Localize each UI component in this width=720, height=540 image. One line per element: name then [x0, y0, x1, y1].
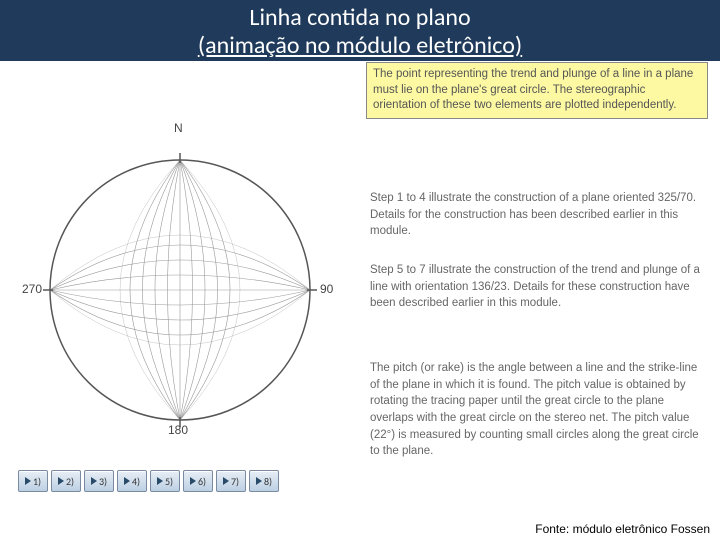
paragraph-pitch: The pitch (or rake) is the angle between…	[370, 360, 708, 460]
label-south: 180	[168, 423, 188, 437]
play-icon	[223, 477, 229, 485]
step-button-8[interactable]: 8)	[249, 470, 279, 492]
source-footer: Fonte: módulo eletrônico Fossen	[535, 522, 710, 536]
highlight-note: The point representing the trend and plu…	[366, 62, 708, 119]
play-icon	[157, 477, 163, 485]
slide-header: Linha contida no plano (animação no módu…	[0, 0, 720, 61]
label-west: 270	[22, 282, 42, 296]
paragraph-step1-4: Step 1 to 4 illustrate the construction …	[370, 190, 708, 240]
play-icon	[91, 477, 97, 485]
step-button-1[interactable]: 1)	[18, 470, 48, 492]
step-button-5[interactable]: 5)	[150, 470, 180, 492]
label-east: 90	[320, 282, 333, 296]
play-icon	[25, 477, 31, 485]
play-icon	[256, 477, 262, 485]
paragraph-step5-7: Step 5 to 7 illustrate the construction …	[370, 262, 708, 312]
step-button-2[interactable]: 2)	[51, 470, 81, 492]
label-north: N	[174, 121, 183, 135]
animation-step-buttons: 1) 2) 3) 4) 5) 6) 7) 8)	[18, 470, 279, 492]
step-button-7[interactable]: 7)	[216, 470, 246, 492]
step-button-3[interactable]: 3)	[84, 470, 114, 492]
step-button-6[interactable]: 6)	[183, 470, 213, 492]
play-icon	[124, 477, 130, 485]
stereonet-diagram: N 180 90 270	[20, 115, 340, 435]
play-icon	[190, 477, 196, 485]
title-line2: (animação no módulo eletrônico)	[0, 32, 720, 60]
step-button-4[interactable]: 4)	[117, 470, 147, 492]
title-line1: Linha contida no plano	[0, 4, 720, 32]
play-icon	[58, 477, 64, 485]
